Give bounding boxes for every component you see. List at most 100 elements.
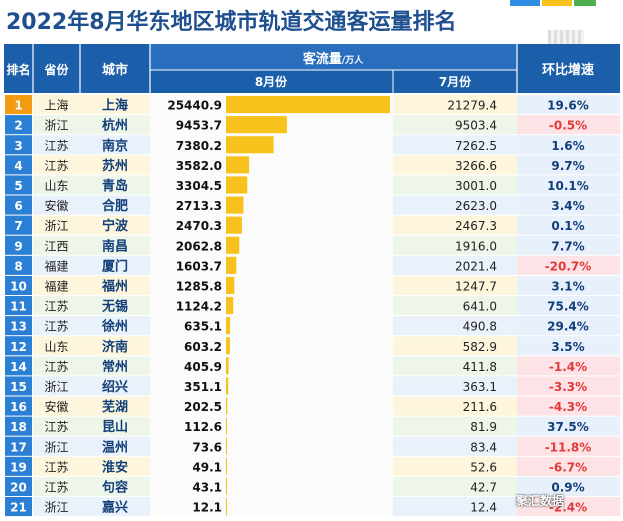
aug-value: 2713.3 [176, 199, 222, 213]
rank-label: 13 [10, 320, 27, 334]
row-bg [33, 155, 150, 175]
row-bg [33, 376, 150, 396]
row-bg [393, 215, 517, 235]
province-label: 山东 [44, 179, 68, 193]
row-bg [150, 275, 393, 295]
mom-value: -6.7% [549, 460, 587, 474]
row-bg [150, 436, 393, 456]
city-label: 昆山 [102, 419, 128, 435]
rank-label: 8 [14, 259, 22, 273]
jul-value: 3001.0 [455, 179, 497, 193]
jul-value: 2021.4 [455, 259, 497, 273]
mom-value: 0.1% [551, 219, 584, 233]
row-bg [393, 175, 517, 195]
rank-box [5, 476, 32, 496]
row-bg [517, 416, 620, 436]
row-bg [150, 316, 393, 336]
row-bg [517, 215, 620, 235]
header-mom: 环比增速 [542, 62, 594, 78]
row-bg [517, 436, 620, 456]
rank-label: 11 [10, 300, 27, 314]
row-bg [33, 135, 150, 155]
province-label: 福建 [44, 258, 68, 273]
mom-value: 29.4% [547, 320, 589, 334]
mom-value: 7.7% [551, 239, 584, 253]
mom-value: -2.4% [549, 501, 587, 515]
jul-value: 12.4 [470, 501, 497, 515]
jul-value: 2467.3 [455, 219, 497, 233]
aug-bar [226, 297, 234, 315]
aug-value: 73.6 [192, 440, 222, 454]
row-bg [393, 296, 517, 316]
province-label: 江苏 [44, 159, 68, 173]
jul-value: 1247.7 [455, 279, 497, 293]
row-bg [150, 175, 393, 195]
jul-value: 52.6 [470, 460, 497, 474]
row-bg [33, 195, 150, 215]
row-bg [393, 356, 517, 376]
row-bg [517, 316, 620, 336]
row-bg [393, 275, 517, 295]
city-label: 淮安 [101, 459, 128, 475]
aug-value: 3304.5 [176, 179, 222, 193]
row-bg [33, 95, 150, 115]
row-bg [393, 316, 517, 336]
row-bg [33, 497, 150, 517]
header-rank: 排名 [6, 62, 30, 77]
province-label: 江苏 [44, 320, 68, 334]
rank-label: 3 [14, 139, 22, 153]
city-label: 福州 [101, 278, 128, 294]
aug-bar [226, 136, 274, 154]
aug-value: 1603.7 [176, 259, 222, 273]
province-label: 浙江 [44, 380, 68, 394]
aug-value: 603.2 [184, 340, 222, 354]
header-jul: 7月份 [439, 74, 472, 89]
aug-bar [226, 377, 229, 395]
province-label: 浙江 [44, 219, 68, 233]
aug-value: 1285.8 [176, 279, 222, 293]
rank-box [5, 215, 32, 235]
rank-label: 16 [10, 400, 27, 414]
rank-box [5, 175, 32, 195]
aug-bar [226, 317, 231, 335]
province-label: 浙江 [44, 440, 68, 454]
aug-bar [226, 498, 227, 516]
row-bg [517, 95, 620, 115]
province-label: 江苏 [44, 139, 68, 153]
rank-box [5, 396, 32, 416]
jul-value: 1916.0 [455, 239, 497, 253]
aug-value: 9453.7 [176, 119, 222, 133]
rank-box [5, 436, 32, 456]
header-city: 城市 [102, 62, 128, 78]
province-label: 江苏 [44, 300, 68, 314]
rank-box [5, 95, 32, 115]
province-label: 浙江 [44, 119, 68, 133]
rank-label: 7 [14, 219, 22, 233]
row-bg [393, 476, 517, 496]
row-bg [150, 155, 393, 175]
city-label: 温州 [102, 440, 128, 455]
row-bg [517, 296, 620, 316]
aug-value: 25440.9 [167, 99, 222, 113]
row-bg [150, 396, 393, 416]
row-bg [150, 255, 393, 275]
mom-value: 3.1% [551, 279, 584, 293]
aug-value: 112.6 [184, 420, 222, 434]
rank-box [5, 235, 32, 255]
jul-value: 2623.0 [455, 199, 497, 213]
province-label: 江苏 [44, 480, 68, 494]
rank-box [5, 356, 32, 376]
jul-value: 641.0 [463, 300, 497, 314]
province-label: 上海 [44, 98, 68, 113]
row-bg [517, 155, 620, 175]
mom-value: 3.4% [551, 199, 584, 213]
rank-label: 1 [14, 99, 22, 113]
row-bg [517, 115, 620, 135]
city-label: 宁波 [102, 218, 129, 234]
row-bg [150, 456, 393, 476]
aug-bar [226, 196, 244, 214]
aug-value: 1124.2 [176, 300, 222, 314]
row-bg [33, 336, 150, 356]
rank-box [5, 376, 32, 396]
city-label: 苏州 [102, 158, 128, 174]
